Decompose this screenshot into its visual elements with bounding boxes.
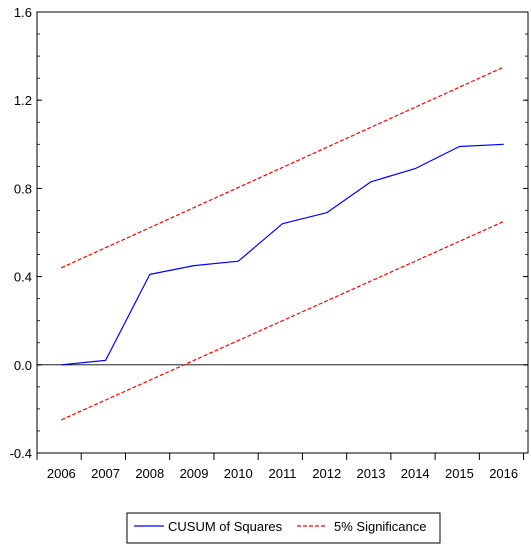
x-tick-label: 2012 [312, 466, 341, 481]
y-tick-label: 0.8 [14, 181, 32, 196]
legend-label-cusum: CUSUM of Squares [168, 519, 283, 534]
y-tick-label: -0.4 [10, 446, 32, 461]
x-axis: 2006 2007 2008 2009 2010 2011 2012 2013 2014 2015… [36, 453, 525, 481]
legend: CUSUM of Squares 5% Significance [126, 512, 441, 544]
legend-box [126, 512, 441, 544]
x-tick-label: 2009 [180, 466, 209, 481]
series-layer [61, 66, 504, 421]
y-tick-label: 1.6 [14, 5, 32, 20]
upper-significance-line [61, 66, 504, 269]
legend-label-significance: 5% Significance [334, 519, 427, 534]
x-tick-label: 2013 [357, 466, 386, 481]
x-tick-label: 2008 [135, 466, 164, 481]
x-tick-label: 2007 [91, 466, 120, 481]
x-tick-label: 2015 [445, 466, 474, 481]
y-tick-label: 0.4 [14, 270, 32, 285]
y-tick-label: 0.0 [14, 358, 32, 373]
y-axis: -0.4 0.0 0.4 0.8 1.2 1.6 [10, 5, 528, 461]
y-tick-label: 1.2 [14, 93, 32, 108]
x-tick-label: 2010 [224, 466, 253, 481]
plot-area [36, 11, 529, 454]
x-tick-label: 2016 [489, 466, 518, 481]
lower-significance-line [61, 220, 504, 421]
x-tick-label: 2006 [47, 466, 76, 481]
x-tick-label: 2014 [401, 466, 430, 481]
x-tick-label: 2011 [269, 466, 297, 481]
cusum-line [61, 143, 504, 366]
